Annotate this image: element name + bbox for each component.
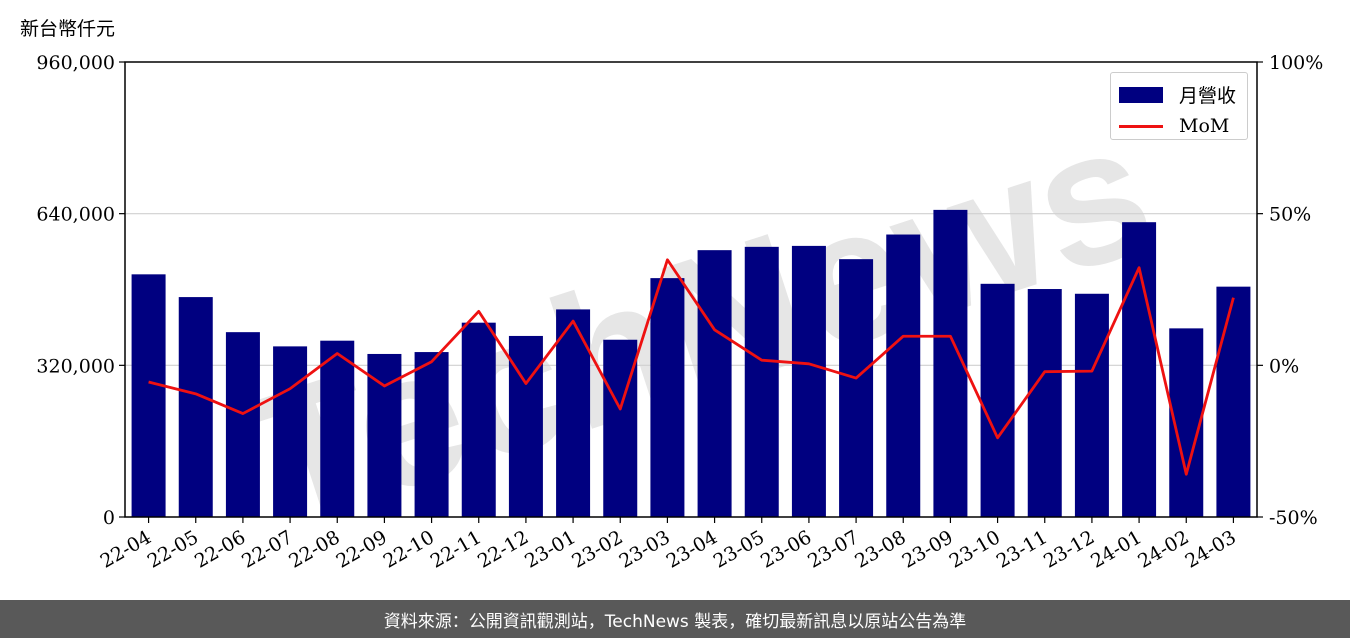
x-tick-label-23-07: 23-07 [804, 526, 862, 572]
x-tick-label-22-12: 22-12 [474, 526, 532, 572]
bar-23-05 [744, 246, 779, 517]
bar-22-05 [178, 297, 213, 517]
bar-24-03 [1216, 286, 1251, 517]
x-tick-label-23-09: 23-09 [898, 526, 956, 572]
legend-bar-swatch [1119, 86, 1163, 103]
bar-22-06 [225, 332, 260, 517]
x-tick-label-24-03: 24-03 [1181, 526, 1239, 572]
y-tick-label: 320,000 [36, 355, 115, 377]
bar-22-11 [461, 322, 496, 517]
bar-22-08 [320, 340, 355, 517]
bar-23-02 [603, 339, 638, 517]
y-tick-label: 0 [103, 507, 115, 529]
y2-tick-label: 100% [1269, 52, 1323, 74]
legend-line-swatch [1119, 124, 1163, 128]
y2-tick-label: -50% [1269, 507, 1318, 529]
bar-22-07 [273, 346, 308, 517]
bar-23-04 [697, 250, 732, 518]
bar-23-08 [886, 234, 921, 518]
x-tick-label-23-06: 23-06 [757, 526, 815, 572]
x-tick-label-23-01: 23-01 [521, 526, 579, 572]
bar-23-11 [1027, 289, 1062, 517]
y2-tick-label: 0% [1269, 355, 1299, 377]
x-tick-label-23-10: 23-10 [946, 526, 1004, 572]
bar-22-04 [131, 274, 166, 517]
y-tick-label: 640,000 [36, 204, 115, 226]
x-tick-label-22-11: 22-11 [427, 526, 485, 572]
x-tick-label-23-04: 23-04 [663, 526, 721, 572]
y2-tick-label: 50% [1269, 204, 1311, 226]
legend: 月營收 MoM [1110, 72, 1248, 140]
x-tick-label-22-04: 22-04 [97, 526, 155, 572]
x-tick-label-22-06: 22-06 [191, 526, 249, 572]
bar-22-10 [414, 352, 449, 517]
legend-label-revenue: 月營收 [1179, 85, 1237, 107]
bar-23-06 [791, 245, 826, 518]
y-tick-label: 960,000 [36, 52, 115, 74]
bar-23-03 [650, 278, 685, 517]
x-tick-label-22-07: 22-07 [238, 526, 296, 572]
bar-23-07 [839, 259, 874, 517]
footer-source-note: 資料來源：公開資訊觀測站，TechNews 製表，確切最新訊息以原站公告為準 [0, 600, 1350, 638]
bar-23-10 [980, 283, 1015, 517]
chart-area: TechNews 0320,000640,000960,000-50%0%50%… [36, 52, 1323, 573]
x-tick-label-24-01: 24-01 [1087, 526, 1145, 572]
unit-label: 新台幣仟元 [20, 18, 116, 40]
x-tick-label-23-11: 23-11 [993, 526, 1051, 572]
bar-23-12 [1074, 293, 1109, 517]
legend-label-mom: MoM [1179, 115, 1230, 137]
x-tick-label-22-05: 22-05 [144, 526, 202, 572]
mom-line [148, 258, 1235, 476]
x-tick-label-23-12: 23-12 [1040, 526, 1098, 572]
x-tick-label-23-03: 23-03 [615, 526, 673, 572]
x-tick-label-24-02: 24-02 [1134, 526, 1192, 572]
x-tick-label-23-02: 23-02 [568, 526, 626, 572]
legend-item-mom: MoM [1119, 115, 1229, 137]
plot-frame [124, 61, 1258, 518]
x-tick-label-23-08: 23-08 [851, 526, 909, 572]
x-tick-label-23-05: 23-05 [710, 526, 768, 572]
legend-item-revenue: 月營收 [1119, 81, 1236, 108]
